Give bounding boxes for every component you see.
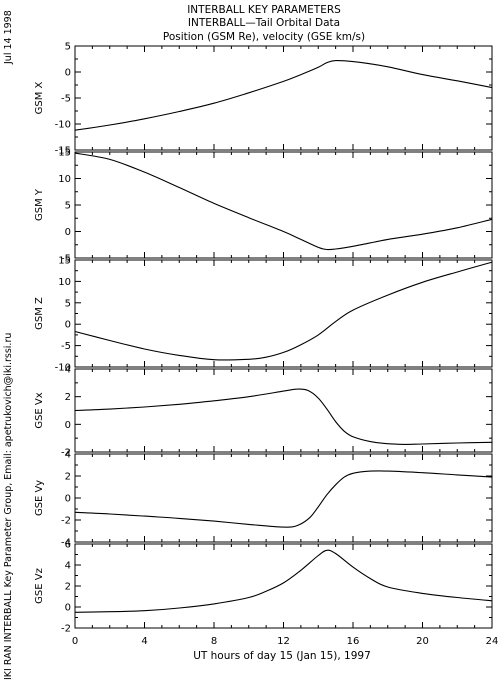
panel-gse-vz: -2 0 2 4 6 GSE Vz — [34, 540, 493, 635]
y-tick-label: 4 — [65, 365, 71, 376]
panel-gsm-z: -10 -5 0 5 10 15 GSM Z — [34, 256, 493, 374]
y-axis-label-gsm-z: GSM Z — [34, 297, 45, 330]
series-line-gse-vx — [74, 388, 493, 445]
y-tick-label: 15 — [58, 256, 71, 267]
panel-frame — [74, 45, 493, 151]
y-tick-label: 0 — [65, 603, 71, 614]
y-tick-label: -2 — [61, 516, 71, 527]
y-tick-label: 0 — [65, 68, 71, 79]
panel-gsm-y: -5 0 5 10 15 GSM Y — [34, 148, 493, 265]
y-tick-label: 2 — [65, 392, 71, 403]
series-line-gsm-z — [74, 261, 493, 361]
y-axis-label-gsm-x: GSM X — [34, 81, 45, 114]
x-tick-label: 16 — [347, 636, 360, 647]
y-tick-label: 0 — [65, 420, 71, 431]
y-tick-label: 10 — [58, 277, 71, 288]
y-tick-label: -5 — [61, 341, 71, 352]
y-tick-label: 0 — [65, 227, 71, 238]
credit-text: IKI RAN INTERBALL Key Parameter Group, E… — [3, 333, 14, 680]
x-tick-label: 8 — [211, 636, 217, 647]
panel-frame — [74, 453, 493, 543]
y-tick-label: -5 — [61, 94, 71, 105]
y-axis-label-gse-vx: GSE Vx — [34, 392, 45, 428]
panels: -15 -10 -5 0 5 GSM X -5 0 5 10 15 GSM Y -10 -5 0 5 10 15 G… — [34, 42, 493, 635]
panel-gse-vx: -2 0 2 4 GSE Vx — [34, 365, 493, 459]
x-tick-label: 12 — [277, 636, 290, 647]
y-tick-label: 5 — [65, 201, 71, 212]
y-axis-label-gse-vy: GSE Vy — [34, 480, 45, 516]
y-tick-label: -4 — [61, 538, 71, 549]
panel-frame — [74, 543, 493, 629]
x-tick-label: 0 — [72, 636, 78, 647]
panel-frame — [74, 151, 493, 259]
y-tick-label: -10 — [55, 120, 71, 131]
chart-title-line-2: INTERBALL—Tail Orbital Data — [188, 17, 340, 29]
y-tick-label: 15 — [58, 148, 71, 159]
y-tick-label: 6 — [65, 540, 71, 551]
y-tick-label: 0 — [65, 494, 71, 505]
date-stamp: Jul 14 1998 — [3, 10, 14, 65]
chart-title-line-3: Position (GSM Re), velocity (GSE km/s) — [163, 31, 365, 43]
x-axis-label: UT hours of day 15 (Jan 15), 1997 — [193, 650, 371, 662]
series-line-gsm-x — [74, 59, 493, 131]
y-tick-label: -5 — [61, 254, 71, 265]
x-tick-label: 24 — [486, 636, 499, 647]
series-line-gsm-y — [74, 152, 493, 251]
y-tick-label: 5 — [65, 42, 71, 53]
x-tick-label: 20 — [416, 636, 429, 647]
x-axis: 0 4 8 12 16 20 24 — [72, 636, 499, 647]
series-line-gse-vy — [74, 470, 493, 528]
panel-gsm-x: -15 -10 -5 0 5 GSM X — [34, 42, 493, 157]
series-line-gse-vz — [74, 549, 493, 613]
y-tick-label: 2 — [65, 582, 71, 593]
y-tick-label: -2 — [61, 624, 71, 635]
panel-frame — [74, 368, 493, 453]
y-axis-label-gsm-y: GSM Y — [34, 188, 45, 221]
panel-frame — [74, 259, 493, 368]
y-tick-label: 4 — [65, 450, 71, 461]
y-tick-label: 0 — [65, 320, 71, 331]
y-tick-label: 4 — [65, 561, 71, 572]
x-tick-label: 4 — [141, 636, 147, 647]
y-axis-label-gse-vz: GSE Vz — [34, 568, 45, 604]
y-tick-label: -15 — [55, 146, 71, 157]
chart-title-line-1: INTERBALL KEY PARAMETERS — [187, 4, 341, 16]
y-tick-label: 10 — [58, 174, 71, 185]
y-tick-label: -10 — [55, 363, 71, 374]
y-tick-label: 5 — [65, 298, 71, 309]
y-tick-label: -2 — [61, 448, 71, 459]
y-tick-label: 2 — [65, 472, 71, 483]
panel-gse-vy: -4 -2 0 2 4 GSE Vy — [34, 450, 493, 549]
